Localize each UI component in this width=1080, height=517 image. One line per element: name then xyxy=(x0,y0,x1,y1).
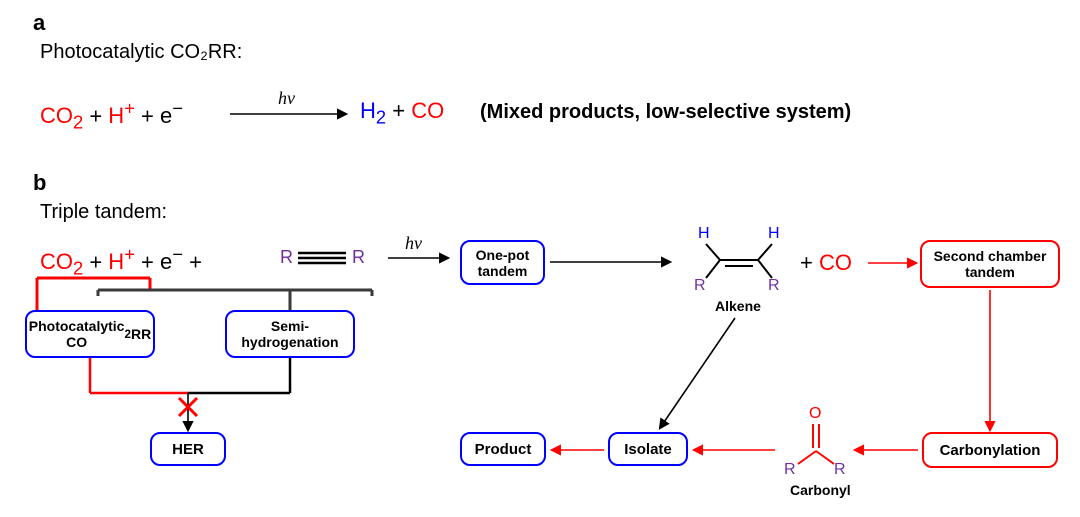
panel-b-label: b xyxy=(33,170,46,196)
plus-text: + xyxy=(800,250,819,275)
alkene-label: Alkene xyxy=(715,298,761,315)
photo-co2rr-box: PhotocatalyticCO2RR xyxy=(25,310,155,358)
carbonyl-o: O xyxy=(809,404,821,423)
second-chamber-box: Second chambertandem xyxy=(920,240,1060,288)
panel-b-reactants: CO2 + H+ + e− + xyxy=(40,244,202,280)
her-box: HER xyxy=(150,432,226,466)
carbonyl-label: Carbonyl xyxy=(790,482,851,499)
plus-text: + xyxy=(189,249,202,274)
hv-label-a: hv xyxy=(278,88,295,110)
h2-text: H2 xyxy=(360,98,386,123)
hplus-text: H+ xyxy=(108,103,135,128)
plus-text: + xyxy=(89,103,108,128)
plus-text: + xyxy=(392,98,411,123)
one-pot-box: One-pot tandem xyxy=(460,240,545,285)
alkyne-r-right: R xyxy=(352,247,365,269)
plus-text: + xyxy=(141,103,160,128)
co2-text: CO2 xyxy=(40,103,83,128)
panel-a-label: a xyxy=(33,10,45,36)
co-text: CO xyxy=(819,250,852,275)
semi-hydro-box: Semi-hydrogenation xyxy=(225,310,355,358)
hv-label-b: hv xyxy=(405,233,422,255)
panel-a-reactants: CO2 + H+ + e− xyxy=(40,98,183,134)
panel-a-products: H2 + CO xyxy=(360,98,444,128)
isolate-box: Isolate xyxy=(608,432,688,466)
diagram-canvas: a Photocatalytic CO₂RR: CO2 + H+ + e− hv… xyxy=(0,0,1080,517)
eminus-text: e− xyxy=(160,103,183,128)
eminus-text: e− xyxy=(160,249,183,274)
alkyne-r-left: R xyxy=(280,247,293,269)
panel-a-title: Photocatalytic CO₂RR: xyxy=(40,40,242,64)
carbonylation-box: Carbonylation xyxy=(922,432,1058,468)
panel-b-title: Triple tandem: xyxy=(40,200,167,224)
carbonyl-r1: R xyxy=(784,460,796,479)
alkene-r1: R xyxy=(694,276,706,295)
product-box: Product xyxy=(460,432,546,466)
co-text: CO xyxy=(411,98,444,123)
panel-a-comment: (Mixed products, low-selective system) xyxy=(480,100,851,124)
plus-text: + xyxy=(141,249,160,274)
carbonyl-r2: R xyxy=(834,460,846,479)
alkene-r2: R xyxy=(768,276,780,295)
co2-text: CO2 xyxy=(40,249,83,274)
alkene-h2: H xyxy=(768,224,780,243)
plus-co: + CO xyxy=(800,250,852,276)
hplus-text: H+ xyxy=(108,249,135,274)
alkene-h1: H xyxy=(698,224,710,243)
plus-text: + xyxy=(89,249,108,274)
